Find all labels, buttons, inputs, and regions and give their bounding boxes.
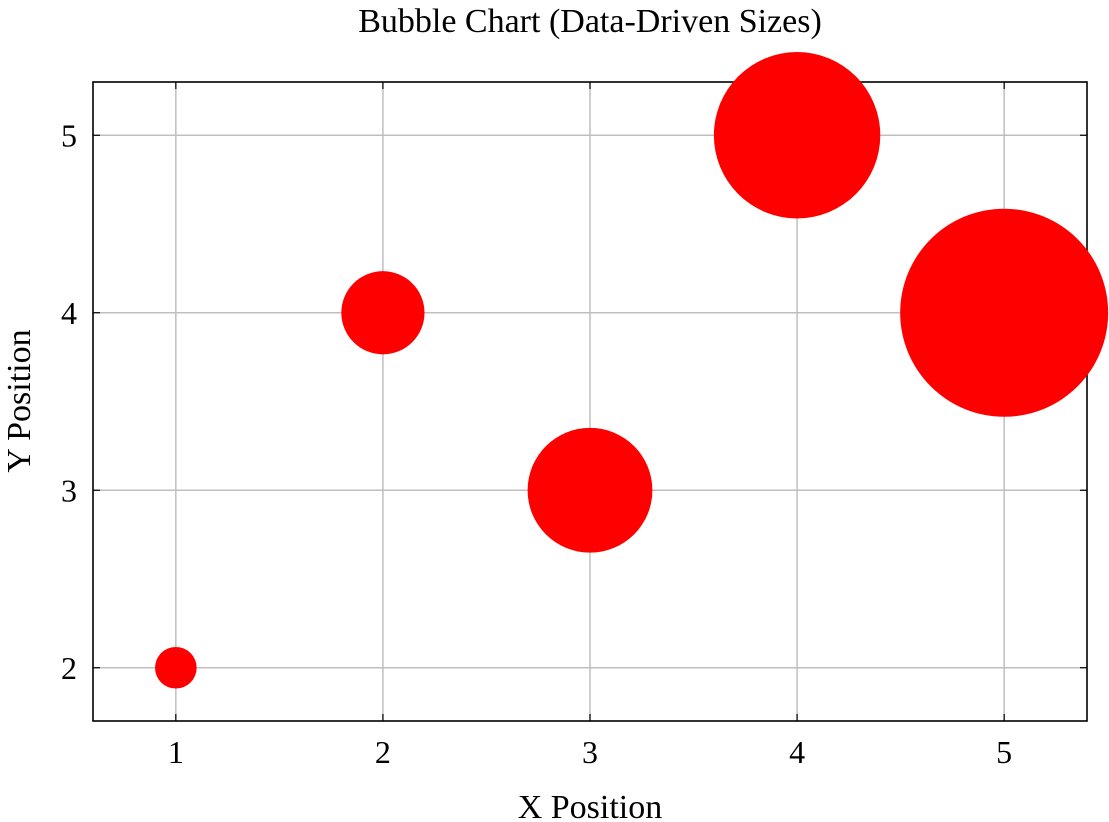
bubble	[900, 208, 1109, 417]
x-tick-label: 4	[789, 734, 805, 770]
y-tick-label: 3	[61, 472, 77, 508]
x-axis-label: X Position	[518, 789, 663, 822]
bubble	[713, 52, 881, 219]
bubble	[341, 271, 425, 355]
bubble	[527, 427, 653, 553]
bubble	[155, 646, 197, 689]
chart-title: Bubble Chart (Data-Driven Sizes)	[358, 3, 822, 40]
grid	[93, 82, 1087, 721]
bubbles	[155, 52, 1109, 689]
x-tick-label: 1	[168, 734, 184, 770]
ticks: 1 2 3 4 5 2 3 4 5	[61, 82, 1087, 770]
y-tick-label: 4	[61, 295, 77, 331]
x-tick-label: 5	[996, 734, 1012, 770]
y-tick-label: 5	[61, 117, 77, 153]
x-tick-label: 2	[375, 734, 391, 770]
y-axis-label: Y Position	[1, 329, 38, 472]
x-tick-label: 3	[582, 734, 598, 770]
y-tick-label: 2	[61, 650, 77, 686]
